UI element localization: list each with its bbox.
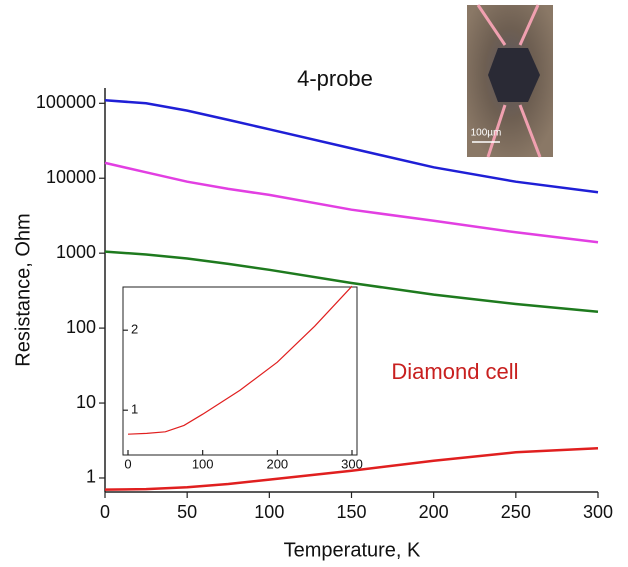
x-tick-label: 200 [419, 502, 449, 522]
inset-frame [122, 286, 358, 456]
series-line [104, 98, 599, 194]
x-tick-label: 50 [177, 502, 197, 522]
annotation: Diamond cell [391, 359, 518, 384]
x-tick-label: 300 [341, 456, 363, 471]
y-tick-label: 2 [131, 322, 138, 337]
y-axis-label: Resistance, Ohm [12, 213, 34, 366]
x-tick-label: 150 [336, 502, 366, 522]
x-tick-label: 200 [266, 456, 288, 471]
y-tick-label: 1000 [56, 242, 96, 262]
x-tick-label: 0 [124, 456, 131, 471]
x-tick-label: 250 [501, 502, 531, 522]
y-tick-label: 1 [131, 402, 138, 417]
photo-scale: 100µm [471, 128, 502, 139]
series-line [104, 446, 599, 491]
x-tick-label: 0 [100, 502, 110, 522]
photo: 100µm [467, 4, 553, 158]
series-line [104, 161, 599, 244]
x-tick-label: 100 [254, 502, 284, 522]
x-tick-label: 100 [192, 456, 214, 471]
annotation: 4-probe [297, 66, 373, 91]
x-axis-label: Temperature, K [284, 539, 421, 561]
y-tick-label: 10000 [46, 167, 96, 187]
y-tick-label: 100 [66, 317, 96, 337]
x-tick-label: 300 [583, 502, 613, 522]
y-tick-label: 100000 [36, 92, 96, 112]
y-tick-label: 1 [86, 467, 96, 487]
y-tick-label: 10 [76, 392, 96, 412]
series-line [104, 250, 599, 314]
series-line [127, 285, 353, 435]
